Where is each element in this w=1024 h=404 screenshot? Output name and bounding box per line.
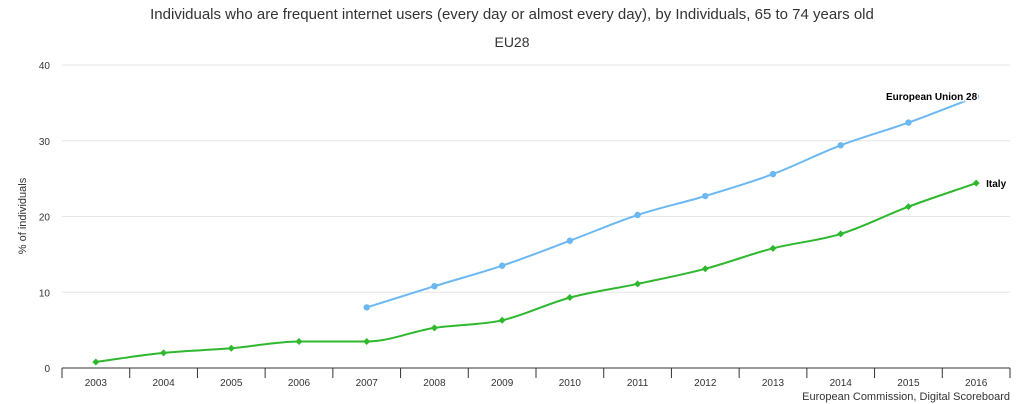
x-tick-label: 2005 xyxy=(220,378,243,389)
x-tick-label: 2004 xyxy=(152,378,175,389)
data-point xyxy=(227,344,235,352)
x-tick-label: 2011 xyxy=(627,378,649,389)
data-point xyxy=(701,265,709,273)
x-tick-label: 2006 xyxy=(288,378,311,389)
gridlines xyxy=(62,64,1010,293)
x-tick-label: 2009 xyxy=(491,378,514,389)
x-tick-label: 2003 xyxy=(85,378,108,389)
series-end-label: European Union 28 xyxy=(886,92,978,103)
x-tick-label: 2008 xyxy=(423,378,446,389)
chart-subtitle: EU28 xyxy=(494,34,530,50)
data-point xyxy=(160,349,168,357)
y-tick-label: 10 xyxy=(39,288,51,299)
x-tick-label: 2015 xyxy=(897,378,920,389)
data-point xyxy=(634,280,642,288)
data-point xyxy=(430,324,438,332)
x-tick-label: 2012 xyxy=(694,378,717,389)
y-axis-title: % of individuals xyxy=(17,177,29,254)
chart-credit[interactable]: European Commission, Digital Scoreboard xyxy=(802,391,1010,403)
x-tick-label: 2016 xyxy=(965,378,988,389)
data-point xyxy=(905,119,912,126)
series-2: Italy xyxy=(92,178,1008,366)
series-end-label: Italy xyxy=(986,179,1006,190)
data-point xyxy=(634,211,641,219)
x-axis: 2003 2004 2005 2006 2007 2008 2009 2010 2011 2012… xyxy=(61,367,1011,389)
data-point xyxy=(972,179,980,187)
series-group: European Union 28 Italy xyxy=(92,90,1008,366)
y-tick-label: 20 xyxy=(39,213,51,224)
data-point xyxy=(904,203,912,211)
data-point xyxy=(972,93,980,101)
data-point xyxy=(92,358,100,366)
data-point xyxy=(837,230,845,238)
data-point xyxy=(769,170,777,178)
series-line xyxy=(366,95,977,309)
data-point xyxy=(363,304,370,311)
data-point xyxy=(702,192,709,200)
x-tick-label: 2010 xyxy=(559,378,582,389)
y-tick-label: 40 xyxy=(39,61,51,72)
y-tick-label: 30 xyxy=(39,137,51,148)
data-point xyxy=(498,316,506,324)
y-axis: 0 10 20 30 40 xyxy=(39,61,51,375)
data-point xyxy=(566,237,574,244)
x-tick-label: 2013 xyxy=(762,378,785,389)
data-point xyxy=(363,337,371,345)
y-tick-label: 0 xyxy=(44,364,50,375)
series-line xyxy=(95,182,977,363)
series-1: European Union 28 xyxy=(363,90,980,311)
data-point xyxy=(769,244,777,252)
x-tick-label: 2007 xyxy=(356,378,379,389)
data-point xyxy=(431,282,438,290)
data-point xyxy=(498,262,506,269)
chart-title: Individuals who are frequent internet us… xyxy=(150,6,874,23)
data-point xyxy=(295,337,303,345)
data-point xyxy=(837,142,844,149)
x-tick-label: 2014 xyxy=(830,378,853,389)
data-point xyxy=(566,294,574,302)
